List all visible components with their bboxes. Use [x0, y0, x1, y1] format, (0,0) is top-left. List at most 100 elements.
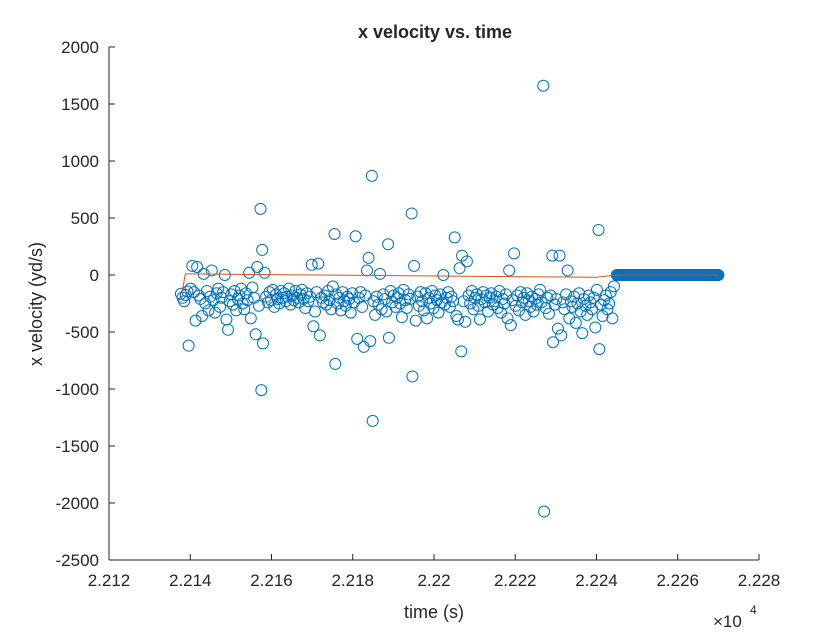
data-point [506, 294, 519, 307]
data-point [360, 264, 373, 277]
data-point [222, 323, 235, 336]
data-point [256, 243, 269, 256]
data-point [251, 261, 264, 274]
data-point [230, 304, 243, 317]
x-exponent-power: 4 [750, 603, 757, 617]
chart-title: x velocity vs. time [358, 22, 512, 42]
data-point [356, 300, 369, 313]
y-tick-label: 500 [71, 209, 99, 228]
data-point [278, 287, 291, 300]
x-tick-label: 2.22 [417, 571, 450, 590]
data-point [409, 314, 422, 327]
data-point [542, 307, 555, 320]
data-point [307, 320, 320, 333]
data-point [189, 314, 202, 327]
data-point [220, 313, 233, 326]
x-tick-label: 2.214 [169, 571, 212, 590]
data-point [241, 294, 254, 307]
data-point [601, 303, 614, 316]
data-point [498, 297, 511, 310]
ticks: 2.212 2.214 2.216 2.218 2.22 2.222 2.224 2.226 2… [56, 38, 781, 590]
data-point [382, 238, 395, 251]
data-point [308, 305, 321, 318]
data-point [434, 288, 447, 301]
data-point [606, 312, 619, 325]
data-point [244, 312, 257, 325]
data-point [553, 249, 566, 262]
data-point [258, 266, 271, 279]
data-point [305, 258, 318, 271]
data-point [223, 295, 236, 308]
data-point [326, 280, 339, 293]
data-point [576, 327, 589, 340]
data-point [202, 304, 215, 317]
data-point [254, 202, 267, 215]
data-point [369, 308, 382, 321]
data-point [346, 287, 359, 300]
data-point [537, 79, 550, 92]
data-point [382, 331, 395, 344]
data-point [365, 169, 378, 182]
data-point [200, 284, 213, 297]
data-point [329, 357, 342, 370]
data-point [252, 299, 265, 312]
data-point [561, 264, 574, 277]
data-point [556, 296, 569, 309]
data-point [422, 291, 435, 304]
y-tick-label: -1000 [56, 380, 99, 399]
data-point [235, 282, 248, 295]
x-axis-label: time (s) [404, 602, 464, 622]
data-point [501, 312, 514, 325]
data-point [432, 306, 445, 319]
data-point [282, 282, 295, 295]
x-tick-label: 2.218 [331, 571, 374, 590]
data-point [349, 230, 362, 243]
x-tick-label: 2.226 [656, 571, 699, 590]
data-point [603, 297, 616, 310]
data-point [281, 290, 294, 303]
data-point [503, 264, 516, 277]
x-tick-label: 2.222 [494, 571, 537, 590]
data-point [357, 340, 370, 353]
data-point [527, 305, 540, 318]
data-point [473, 313, 486, 326]
x-tick-label: 2.216 [250, 571, 293, 590]
data-point [249, 328, 262, 341]
data-point [330, 288, 343, 301]
trend-line [181, 273, 719, 293]
data-point [331, 297, 344, 310]
data-point [416, 295, 429, 308]
y-tick-label: -2000 [56, 494, 99, 513]
data-point [406, 370, 419, 383]
data-point [590, 283, 603, 296]
data-point [255, 384, 268, 397]
trend-line-group [181, 273, 719, 293]
data-point [213, 300, 226, 313]
data-point [589, 321, 602, 334]
x-tick-label: 2.228 [738, 571, 781, 590]
data-marks [174, 79, 725, 518]
data-point [437, 269, 450, 281]
data-point [239, 287, 252, 300]
data-point [362, 251, 375, 264]
data-point [246, 281, 259, 294]
y-tick-label: 1500 [61, 95, 99, 114]
data-point [558, 303, 571, 316]
data-point [378, 292, 391, 305]
data-point [248, 291, 261, 304]
data-point [405, 207, 418, 220]
data-point [408, 259, 421, 272]
data-point [538, 505, 551, 518]
data-point [421, 312, 434, 325]
data-point [194, 292, 207, 305]
y-tick-label: 1000 [61, 152, 99, 171]
data-point [207, 294, 220, 307]
data-point [321, 284, 334, 297]
data-point [352, 291, 365, 304]
data-point [541, 291, 554, 304]
data-point [555, 329, 568, 342]
data-point [607, 280, 620, 293]
y-tick-label: -2500 [56, 551, 99, 570]
